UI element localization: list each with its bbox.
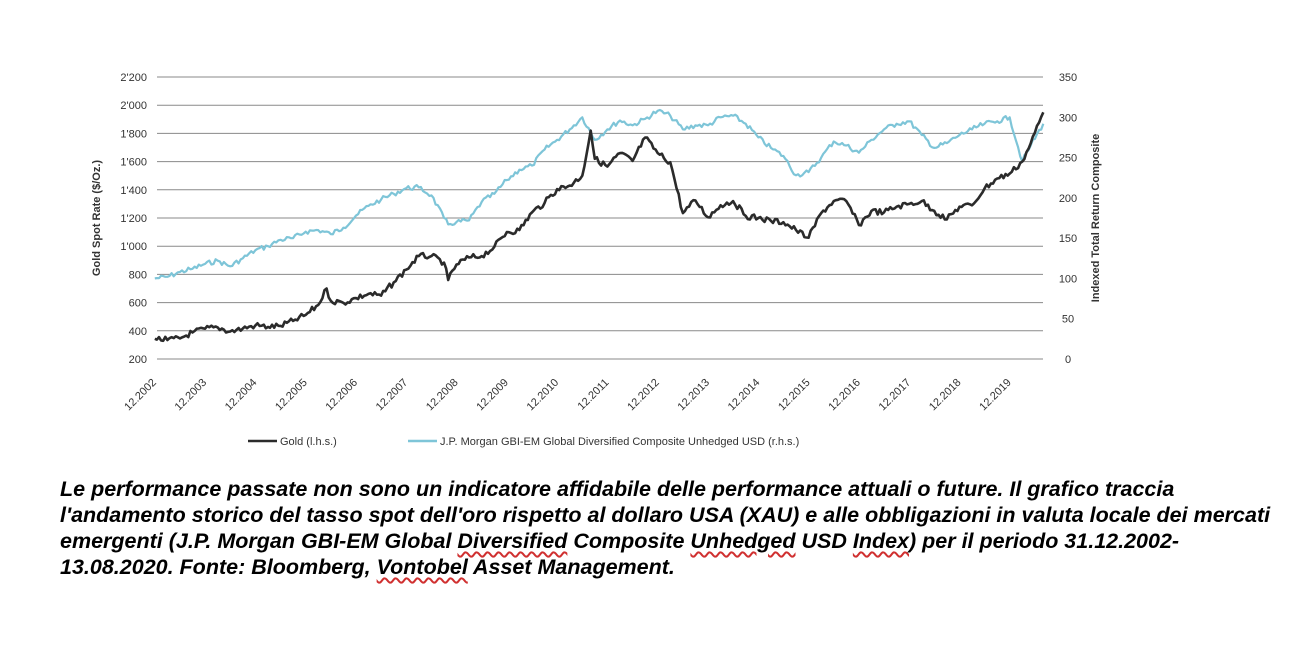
caption-word-index: Index xyxy=(852,529,910,553)
right-tick-label: 200 xyxy=(1059,193,1077,205)
right-tick-label: 250 xyxy=(1059,153,1077,165)
left-tick-label: 2'200 xyxy=(120,72,147,84)
gridlines xyxy=(157,76,1043,360)
x-tick-label: 12.2004 xyxy=(223,377,260,414)
left-tick-label: 1'600 xyxy=(120,157,147,169)
left-tick-label: 200 xyxy=(129,354,147,366)
x-tick-label: 12.2003 xyxy=(173,377,210,414)
x-tick-label: 12.2013 xyxy=(676,377,713,414)
caption-word-unhedged: Unhedged xyxy=(690,529,796,553)
caption-word-vontobel: Vontobel xyxy=(376,555,468,579)
right-axis-title: Indexed Total Return Composite xyxy=(1090,134,1102,302)
left-tick-label: 1'800 xyxy=(120,128,147,140)
disclaimer-caption: Le performance passate non sono un indic… xyxy=(60,476,1275,580)
right-axis-ticks: 350 300 250 200 150 100 50 0 xyxy=(1059,72,1077,366)
x-tick-label: 12.2008 xyxy=(424,377,461,414)
x-tick-label: 12.2002 xyxy=(122,377,159,414)
x-tick-label: 12.2019 xyxy=(977,377,1014,414)
left-axis-title: Gold Spot Rate ($/Oz.) xyxy=(91,160,103,276)
gold-series-line xyxy=(154,111,1045,343)
caption-text-3: USD xyxy=(795,529,853,553)
left-tick-label: 2'000 xyxy=(120,100,147,112)
series-layer xyxy=(154,108,1045,343)
legend-label-gold: Gold (l.h.s.) xyxy=(280,436,337,448)
right-tick-label: 0 xyxy=(1065,354,1071,366)
caption-text-5: Asset Management. xyxy=(467,555,675,579)
legend: Gold (l.h.s.) J.P. Morgan GBI-EM Global … xyxy=(248,436,799,448)
gold-vs-gbi-em-chart: 2'200 2'000 1'800 1'600 1'400 1'200 1'000 800 60… xyxy=(91,72,1102,448)
gbi-em-series-line xyxy=(154,108,1045,280)
left-axis-ticks: 2'200 2'000 1'800 1'600 1'400 1'200 1'000 800 60… xyxy=(120,72,147,366)
left-tick-label: 1'200 xyxy=(120,213,147,225)
caption-text-4: ) per il periodo 31.12.2002-13.08.2020. … xyxy=(60,529,1180,579)
x-tick-label: 12.2007 xyxy=(374,377,411,414)
x-tick-label: 12.2016 xyxy=(826,377,863,414)
x-tick-label: 12.2010 xyxy=(525,377,562,414)
right-tick-label: 100 xyxy=(1059,273,1077,285)
left-tick-label: 600 xyxy=(129,298,147,310)
x-tick-label: 12.2006 xyxy=(323,377,360,414)
x-tick-label: 12.2005 xyxy=(273,377,310,414)
legend-label-gbi: J.P. Morgan GBI-EM Global Diversified Co… xyxy=(440,436,799,448)
x-tick-label: 12.2012 xyxy=(625,377,662,414)
x-tick-label: 12.2017 xyxy=(877,377,914,414)
x-tick-label: 12.2015 xyxy=(776,377,813,414)
left-tick-label: 400 xyxy=(129,326,147,338)
x-axis-ticks: 12.2002 12.2003 12.2004 12.2005 12.2006 12.20… xyxy=(122,377,1014,414)
caption-word-diversified: Diversified xyxy=(457,529,568,553)
right-tick-label: 300 xyxy=(1059,112,1077,124)
left-tick-label: 1'000 xyxy=(120,241,147,253)
caption-text-2: Composite xyxy=(567,529,691,553)
left-tick-label: 800 xyxy=(129,269,147,281)
right-tick-label: 350 xyxy=(1059,72,1077,84)
x-tick-label: 12.2009 xyxy=(474,377,511,414)
right-tick-label: 50 xyxy=(1062,314,1074,326)
x-tick-label: 12.2018 xyxy=(927,377,964,414)
right-tick-label: 150 xyxy=(1059,233,1077,245)
caption-text-1: Le performance passate non sono un indic… xyxy=(60,477,1271,553)
x-tick-label: 12.2011 xyxy=(576,377,612,413)
x-tick-label: 12.2014 xyxy=(726,377,763,414)
left-tick-label: 1'400 xyxy=(120,185,147,197)
